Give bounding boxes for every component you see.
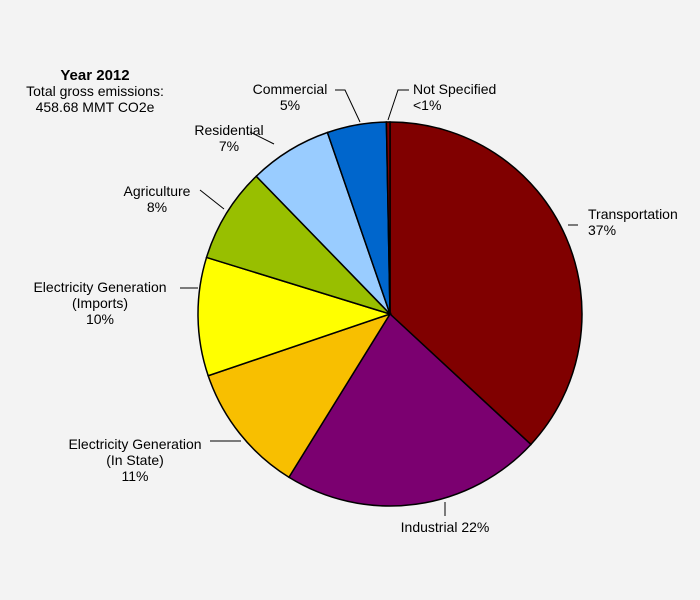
slice-label-agriculture: Agriculture 8%	[124, 183, 191, 215]
pie-slice-transportation	[389, 121, 583, 446]
slice-label-line: (Imports)	[72, 295, 128, 311]
leader-line-agriculture	[199, 189, 225, 210]
slice-label-commercial: Commercial 5%	[253, 81, 328, 113]
slice-label-line: 7%	[219, 138, 239, 154]
label-leader-lines	[180, 89, 578, 516]
chart-title-year: Year 2012	[60, 67, 129, 84]
chart-subtitle-line-2: 458.68 MMT CO2e	[36, 99, 155, 115]
slice-label-line: (In State)	[106, 452, 164, 468]
leader-line-commercial	[335, 89, 361, 123]
slice-label-line: 5%	[280, 97, 300, 113]
slice-label-transportation: Transportation 37%	[588, 206, 678, 238]
leader-line-residential	[249, 131, 275, 145]
pie-slices	[197, 121, 583, 507]
chart-title: Year 2012 Total gross emissions: 458.68 …	[26, 67, 164, 115]
slice-labels: Transportation 37% Industrial 22% Electrici…	[33, 81, 677, 535]
pie-slice-not-specified	[385, 121, 391, 315]
slice-label-line: Residential	[194, 122, 263, 138]
pie-slice-industrial	[287, 312, 532, 507]
slice-label-industrial: Industrial 22%	[401, 519, 490, 535]
slice-label-residential: Residential 7%	[194, 122, 263, 154]
pie-slice-agriculture	[205, 175, 391, 315]
slice-label-electricity-generation-imports: Electricity Generation (Imports) 10%	[33, 279, 166, 327]
slice-label-line: 37%	[588, 222, 616, 238]
slice-label-line: Agriculture	[124, 183, 191, 199]
chart-subtitle-line-1: Total gross emissions:	[26, 83, 164, 99]
pie-slice-electricity-generation-imports	[197, 256, 393, 377]
slice-label-line: Not Specified	[413, 81, 496, 97]
slice-label-line: Commercial	[253, 81, 328, 97]
slice-label-line: 8%	[147, 199, 167, 215]
slice-label-line: Industrial 22%	[401, 519, 490, 535]
slice-label-line: Electricity Generation	[33, 279, 166, 295]
slice-label-line: Transportation	[588, 206, 678, 222]
slice-label-line: 10%	[86, 311, 114, 327]
slice-label-electricity-generation-in-state: Electricity Generation (In State) 11%	[68, 436, 201, 484]
slice-label-line: <1%	[413, 97, 441, 113]
slice-label-line: Electricity Generation	[68, 436, 201, 452]
pie-slice-electricity-generation-in-state	[207, 312, 392, 479]
leader-line-not-specified	[387, 89, 409, 121]
slice-label-line: 11%	[122, 468, 149, 484]
slice-label-not-specified: Not Specified <1%	[413, 81, 496, 113]
